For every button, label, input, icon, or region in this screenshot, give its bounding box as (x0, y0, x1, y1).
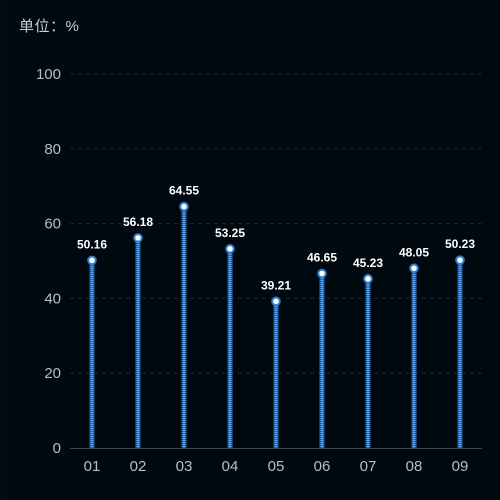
y-tick-label: 60 (44, 216, 61, 233)
data-label: 53.25 (215, 226, 245, 240)
bar-highlight (459, 260, 461, 448)
y-axis-ticks: 0 20 40 60 80 100 (36, 66, 61, 457)
data-label: 64.55 (169, 184, 199, 198)
x-tick-label: 02 (130, 458, 147, 475)
x-tick-label: 03 (176, 458, 193, 475)
x-tick-label: 06 (314, 458, 331, 475)
bar-marker (455, 255, 465, 265)
y-tick-label: 40 (44, 290, 61, 307)
bar-marker (133, 233, 143, 243)
y-tick-label: 100 (36, 66, 61, 83)
data-labels: 50.16 56.18 64.55 53.25 39.21 46.65 45.23 48.05… (77, 184, 475, 293)
data-label: 48.05 (399, 245, 429, 259)
data-label: 50.16 (77, 237, 107, 251)
bar-marker (317, 268, 327, 279)
data-label: 46.65 (307, 251, 337, 265)
bar-marker (225, 244, 235, 254)
bar-highlight (137, 237, 139, 448)
bar-highlight (183, 206, 185, 448)
bar-marker (179, 201, 189, 212)
bar-marker (87, 255, 97, 266)
x-tick-label: 01 (84, 458, 101, 475)
bar-highlight (229, 248, 231, 448)
bar-marker (363, 274, 373, 284)
bar-highlight (275, 301, 277, 448)
data-label: 45.23 (353, 256, 383, 270)
bar-highlight (413, 268, 415, 448)
y-tick-label: 20 (44, 365, 61, 382)
x-tick-label: 08 (406, 458, 423, 475)
x-axis: 01 02 03 04 05 06 07 08 09 (70, 448, 482, 475)
y-tick-label: 80 (44, 141, 61, 158)
bar-highlight (321, 273, 323, 448)
x-tick-label: 04 (222, 458, 239, 475)
data-label: 39.21 (261, 278, 291, 292)
y-tick-label: 0 (53, 440, 61, 457)
bars (87, 201, 465, 448)
x-tick-label: 07 (360, 458, 377, 475)
data-label: 50.23 (445, 237, 475, 251)
x-tick-label: 09 (452, 458, 469, 475)
bar-marker (409, 263, 419, 274)
bar-marker (271, 296, 281, 307)
bar-highlight (91, 260, 93, 448)
unit-label: 单位：% (19, 18, 80, 35)
x-tick-label: 05 (268, 458, 285, 475)
bar-highlight (367, 278, 369, 448)
data-label: 56.18 (123, 215, 153, 229)
